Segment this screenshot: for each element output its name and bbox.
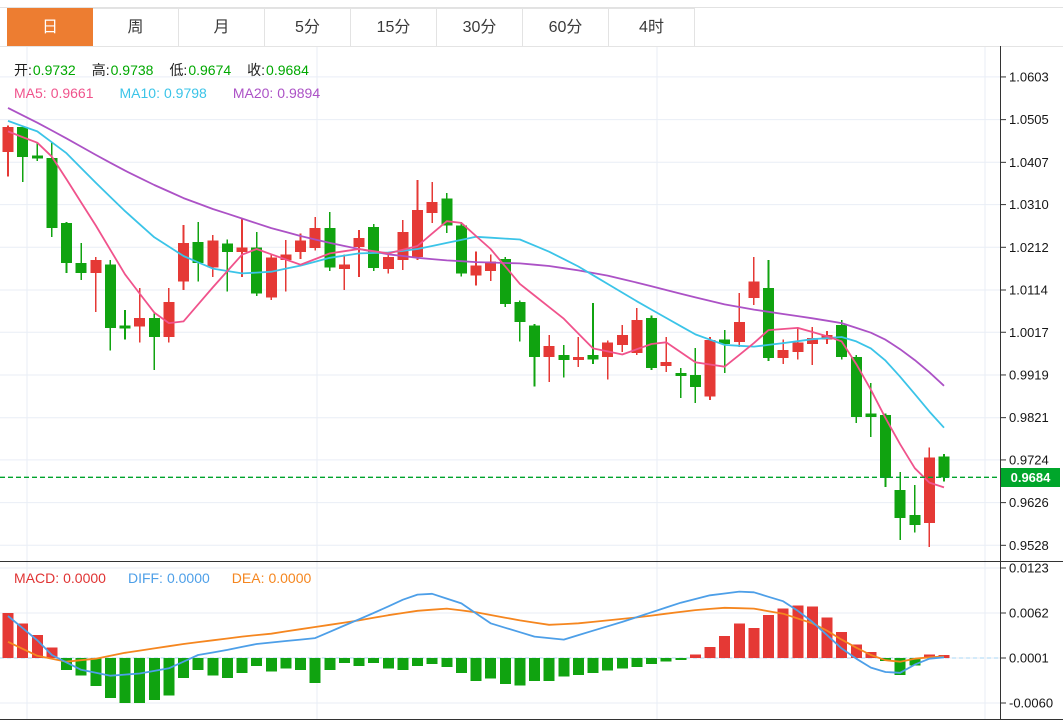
svg-text:0.9626: 0.9626 <box>1009 495 1049 510</box>
ma5-label: MA5: <box>14 85 47 101</box>
price-axis-labels: 1.0603 1.0505 1.0407 1.0310 1.0212 1.0114 1.00… <box>1000 69 1049 553</box>
svg-text:0.9821: 0.9821 <box>1009 410 1049 425</box>
dea-value-readout: DEA: 0.0000 <box>232 570 312 586</box>
svg-text:1.0114: 1.0114 <box>1009 283 1048 298</box>
svg-text:0.0123: 0.0123 <box>1009 561 1049 576</box>
macd-label: MACD: <box>14 570 60 586</box>
svg-text:1.0310: 1.0310 <box>1009 197 1049 212</box>
tab-15min[interactable]: 15分 <box>351 8 437 46</box>
tab-4hour[interactable]: 4时 <box>609 8 695 46</box>
panel-borders <box>0 46 1063 721</box>
macd-axis-labels: 0.0123 0.0062 0.0001 -0.0060 <box>1000 561 1053 711</box>
macd-histogram <box>2 605 950 703</box>
grid-lines <box>0 46 1000 719</box>
svg-text:1.0603: 1.0603 <box>1009 69 1049 84</box>
diff-label: DIFF: <box>127 570 163 586</box>
tab-day[interactable]: 日 <box>7 8 93 46</box>
tab-5min[interactable]: 5分 <box>265 8 351 46</box>
low-label: 低: <box>169 62 188 78</box>
dea-label: DEA: <box>231 570 265 586</box>
ma-readout: MA5: 0.9661 MA10: 0.9798 MA20: 0.9894 <box>14 85 320 101</box>
candlestick-series <box>2 125 950 548</box>
svg-text:1.0017: 1.0017 <box>1009 325 1049 340</box>
tab-30min[interactable]: 30分 <box>437 8 523 46</box>
high-readout: 高: 0.9738 <box>92 60 154 80</box>
diff-value: 0.0000 <box>166 570 210 586</box>
ma10-value: 0.9798 <box>163 85 207 101</box>
svg-text:1.0505: 1.0505 <box>1009 112 1049 127</box>
diff-line <box>7 590 945 677</box>
svg-text:1.0407: 1.0407 <box>1009 155 1049 170</box>
close-label: 收: <box>247 62 266 78</box>
svg-text:-0.0060: -0.0060 <box>1009 696 1053 711</box>
macd-value: 0.0000 <box>63 570 106 586</box>
svg-text:0.9919: 0.9919 <box>1009 368 1049 383</box>
close-value: 0.9684 <box>266 62 309 78</box>
macd-readout: MACD: 0.0000 DIFF: 0.0000 DEA: 0.0000 <box>14 570 311 586</box>
open-value: 0.9732 <box>32 62 76 78</box>
dea-value: 0.0000 <box>268 570 312 586</box>
dea-line <box>7 606 945 663</box>
svg-text:0.0062: 0.0062 <box>1009 606 1049 621</box>
high-value: 0.9738 <box>110 62 154 78</box>
open-readout: 开: 0.9732 <box>14 60 76 80</box>
svg-text:1.0212: 1.0212 <box>1009 240 1049 255</box>
top-divider <box>0 7 1063 8</box>
ma5-line <box>7 130 945 489</box>
low-readout: 低: 0.9674 <box>169 60 231 80</box>
svg-text:0.0001: 0.0001 <box>1009 651 1049 666</box>
ohlc-readout: 开: 0.9732 高: 0.9738 低: 0.9674 收: 0.9684 <box>14 60 309 80</box>
low-value: 0.9674 <box>188 62 232 78</box>
ma20-readout: MA20: 0.9894 <box>233 85 320 101</box>
ma5-value: 0.9661 <box>50 85 94 101</box>
ma20-label: MA20: <box>232 85 274 101</box>
ma5-readout: MA5: 0.9661 <box>14 85 94 101</box>
ma20-value: 0.9894 <box>277 85 321 101</box>
tab-60min[interactable]: 60分 <box>523 8 609 46</box>
ma20-line <box>7 107 945 387</box>
high-label: 高: <box>91 62 110 78</box>
macd-value-readout: MACD: 0.0000 <box>14 570 106 586</box>
diff-value-readout: DIFF: 0.0000 <box>128 570 210 586</box>
ma10-readout: MA10: 0.9798 <box>120 85 207 101</box>
ma10-label: MA10: <box>119 85 160 101</box>
tab-month[interactable]: 月 <box>179 8 265 46</box>
timeframe-tabs: 日 周 月 5分 15分 30分 60分 4时 <box>7 8 695 46</box>
open-label: 开: <box>14 62 32 78</box>
tab-week[interactable]: 周 <box>93 8 179 46</box>
close-readout: 收: 0.9684 <box>247 60 309 80</box>
svg-text:0.9724: 0.9724 <box>1009 452 1049 467</box>
svg-text:0.9528: 0.9528 <box>1009 538 1049 553</box>
current-price-badge: 0.9684 <box>1001 468 1060 487</box>
